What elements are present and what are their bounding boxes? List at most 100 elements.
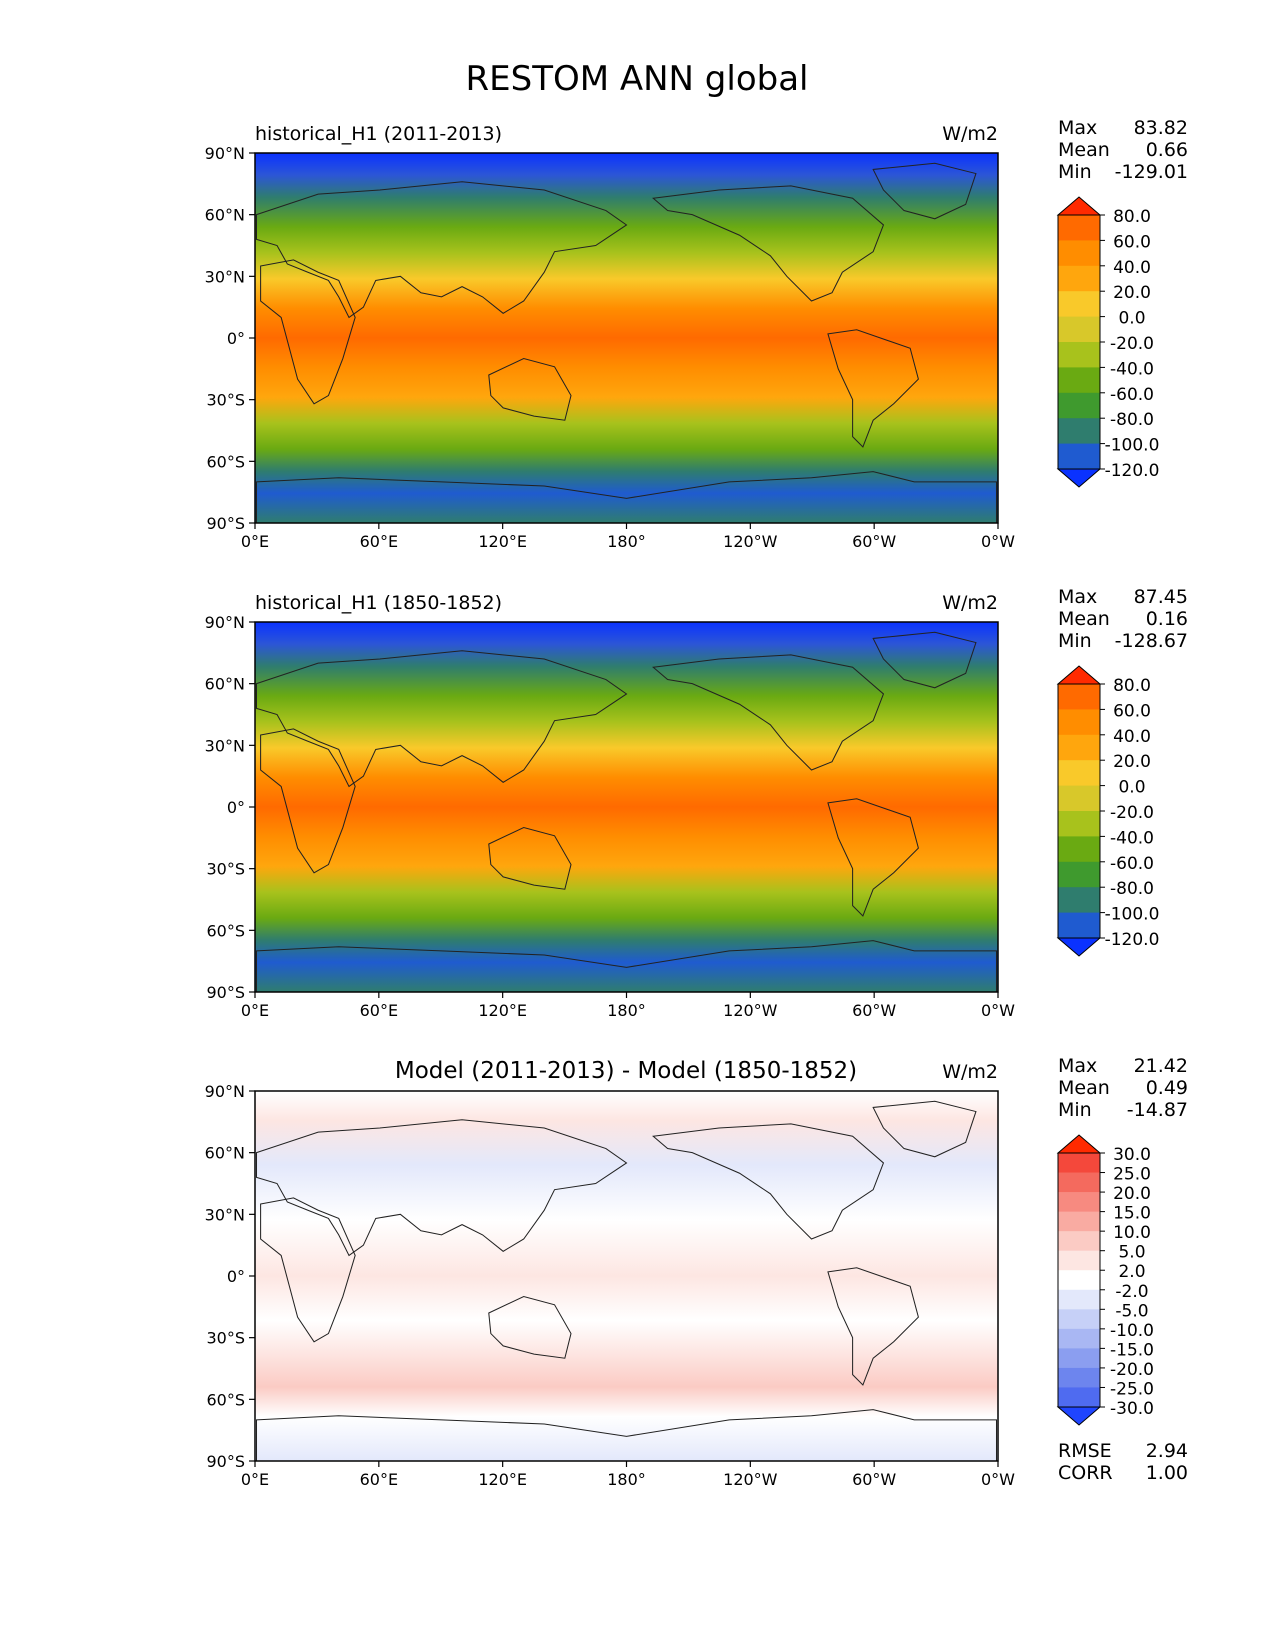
colorbar-swatch xyxy=(1058,1367,1100,1388)
lon-tick-label: 0°E xyxy=(241,1470,269,1489)
panel-2-units: W/m2 xyxy=(942,592,998,614)
lat-tick-label: 60°S xyxy=(206,921,245,940)
colorbar-swatch xyxy=(1058,418,1100,445)
colorbar-frame xyxy=(1057,1152,1101,1408)
colorbar-tick-label: -20.0 xyxy=(1110,803,1154,823)
lon-tick-label: 60°W xyxy=(852,1001,896,1020)
colorbar-swatch xyxy=(1058,1192,1100,1213)
colorbar-swatch xyxy=(1058,215,1100,241)
colorbar-tick-label: -40.0 xyxy=(1110,828,1154,848)
colorbar-swatch xyxy=(1058,785,1100,812)
stat-mean-value: 0.49 xyxy=(1145,1077,1188,1099)
lat-tick-label: 30°N xyxy=(205,1205,245,1224)
colorbar-extend-bottom xyxy=(1056,937,1102,957)
lon-tick-label: 60°W xyxy=(852,532,896,551)
lon-tick-label: 120°W xyxy=(723,1001,778,1020)
panel-2-title: historical_H1 (1850-1852) xyxy=(255,592,502,614)
stat-label: Mean xyxy=(1058,1077,1110,1099)
colorbar-swatch xyxy=(1058,240,1100,267)
stat-label: Min xyxy=(1058,630,1092,652)
panel-2-lon-axis: 0°E 60°E 120°E 180° 120°W 60°W 0°W xyxy=(241,992,1015,1020)
panel-1-colorbar: 80.0 60.0 40.0 20.0 0.0 -20.0 -40.0 -60.0 -80.0 -… xyxy=(1056,196,1160,488)
lon-tick-label: 0°W xyxy=(981,532,1015,551)
colorbar-tick-label: -60.0 xyxy=(1110,854,1154,874)
lat-tick-label: 0° xyxy=(227,329,245,348)
panel-3-map-field xyxy=(255,1091,998,1461)
colorbar-tick-label: -120.0 xyxy=(1105,930,1160,950)
colorbar-swatch xyxy=(1058,291,1100,318)
colorbar-swatch xyxy=(1058,1153,1100,1174)
colorbar-extend-top xyxy=(1056,196,1102,216)
colorbar-swatch xyxy=(1058,1270,1100,1291)
lon-tick-label: 180° xyxy=(607,532,646,551)
lon-tick-label: 120°W xyxy=(723,1470,778,1489)
stat-label: Max xyxy=(1058,1055,1098,1077)
colorbar-swatch xyxy=(1058,1348,1100,1369)
colorbar-tick-label: 25.0 xyxy=(1113,1165,1151,1185)
colorbar-tick-label: -100.0 xyxy=(1105,905,1160,925)
lon-tick-label: 120°E xyxy=(478,532,527,551)
lat-tick-label: 60°S xyxy=(206,1390,245,1409)
panel-3-colorbar: 30.025.020.015.010.05.02.0-2.0-5.0-10.0-… xyxy=(1056,1134,1154,1426)
lat-tick-label: 90°S xyxy=(206,983,245,1002)
colorbar-swatch xyxy=(1058,443,1100,470)
colorbar-tick-label: -10.0 xyxy=(1110,1321,1154,1341)
colorbar-swatch xyxy=(1058,367,1100,394)
colorbar-tick-label: -2.0 xyxy=(1115,1282,1148,1302)
rmse-value: 2.94 xyxy=(1145,1440,1188,1462)
lat-tick-label: 30°S xyxy=(206,860,245,879)
colorbar-swatch xyxy=(1058,1328,1100,1349)
lat-tick-label: 30°N xyxy=(205,267,245,286)
colorbar-tick-label: 2.0 xyxy=(1118,1262,1145,1282)
colorbar-tick-label: 30.0 xyxy=(1113,1145,1151,1165)
colorbar-swatch xyxy=(1058,1387,1100,1408)
colorbar-tick-label: 0.0 xyxy=(1118,309,1145,329)
panel-1-units: W/m2 xyxy=(942,123,998,145)
lon-tick-label: 0°W xyxy=(981,1001,1015,1020)
panel-2-map-field xyxy=(255,622,998,992)
colorbar-tick-label: -25.0 xyxy=(1110,1379,1154,1399)
colorbar-tick-label: -100.0 xyxy=(1105,436,1160,456)
lat-tick-label: 60°N xyxy=(205,675,245,694)
colorbar-extend-top xyxy=(1056,1134,1102,1154)
lon-tick-label: 60°W xyxy=(852,1470,896,1489)
stat-max-value: 87.45 xyxy=(1133,586,1188,608)
panel-2-colorbar: 80.0 60.0 40.0 20.0 0.0 -20.0 -40.0 -60.0 -80.0 -… xyxy=(1056,665,1160,957)
lon-tick-label: 180° xyxy=(607,1470,646,1489)
colorbar-tick-label: 60.0 xyxy=(1113,701,1151,721)
colorbar-tick-label: 10.0 xyxy=(1113,1223,1151,1243)
lat-tick-label: 90°N xyxy=(205,613,245,632)
stat-label: Mean xyxy=(1058,608,1110,630)
lat-tick-label: 30°S xyxy=(206,1329,245,1348)
colorbar-swatch xyxy=(1058,811,1100,837)
colorbar-tick-label: -80.0 xyxy=(1110,879,1154,899)
stat-label: Max xyxy=(1058,117,1098,139)
lat-tick-label: 90°N xyxy=(205,144,245,163)
stat-min-value: -128.67 xyxy=(1114,630,1188,652)
colorbar-extend-bottom xyxy=(1056,468,1102,488)
lat-tick-label: 0° xyxy=(227,798,245,817)
colorbar-swatch xyxy=(1058,684,1100,710)
colorbar-tick-label: 20.0 xyxy=(1113,283,1151,303)
panel-3-lon-axis: 0°E 60°E 120°E 180° 120°W 60°W 0°W xyxy=(241,1461,1015,1489)
colorbar-tick-label: 80.0 xyxy=(1113,676,1151,696)
colorbar-tick-label: 0.0 xyxy=(1118,778,1145,798)
stat-max-value: 21.42 xyxy=(1133,1055,1188,1077)
panel-3-stats: Max 21.42 Mean 0.49 Min -14.87 xyxy=(1058,1055,1188,1121)
lon-tick-label: 120°W xyxy=(723,532,778,551)
colorbar-tick-label: 20.0 xyxy=(1113,1184,1151,1204)
lat-tick-label: 30°S xyxy=(206,391,245,410)
colorbar-tick-label: 80.0 xyxy=(1113,207,1151,227)
colorbar-swatch xyxy=(1058,316,1100,343)
colorbar-tick-label: -30.0 xyxy=(1110,1399,1154,1419)
lat-tick-label: 60°S xyxy=(206,452,245,471)
stat-label: Min xyxy=(1058,1099,1092,1121)
colorbar-extend-bottom xyxy=(1056,1406,1102,1426)
panel-1-lat-axis: 90°N 60°N 30°N 0° 30°S 60°S 90°S xyxy=(205,144,255,533)
corr-value: 1.00 xyxy=(1145,1462,1188,1484)
panel-1-map-field xyxy=(255,153,998,523)
colorbar-tick-label: 15.0 xyxy=(1113,1204,1151,1224)
lon-tick-label: 60°E xyxy=(360,1470,398,1489)
stat-label: Max xyxy=(1058,586,1098,608)
